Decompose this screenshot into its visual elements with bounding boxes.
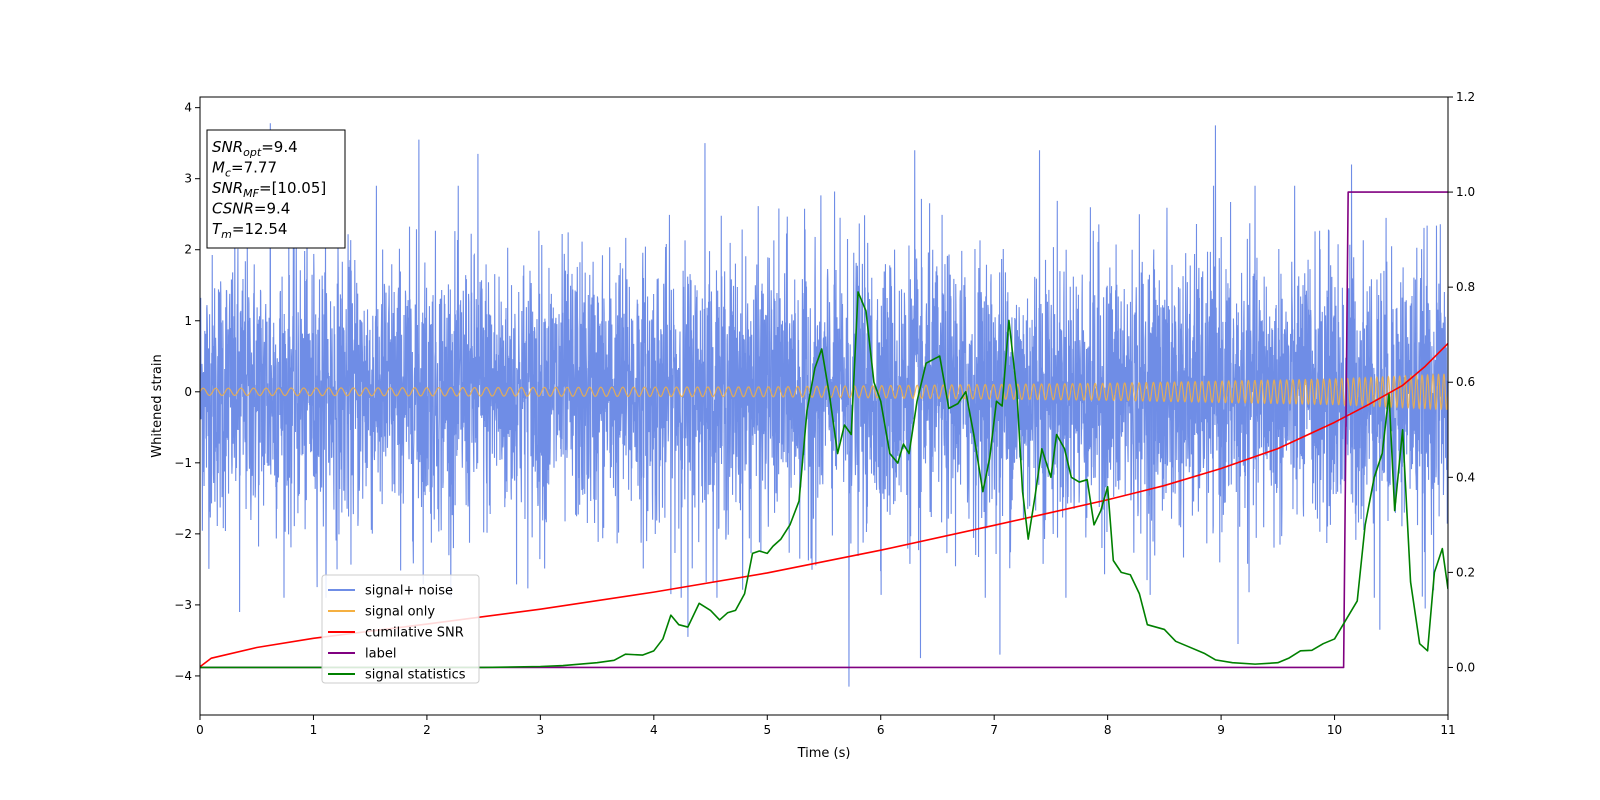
- y-axis-right: 0.0 0.2 0.4 0.6 0.8 1.0 1.2: [1448, 90, 1475, 674]
- y-axis-left: −4 −3 −2 −1 0 1 2 3 4: [174, 101, 200, 683]
- legend-label: label: [365, 647, 396, 662]
- y-left-tick-label: 3: [184, 172, 192, 186]
- legend: signal+ noise signal only cumilative SNR la…: [321, 574, 480, 684]
- x-tick-label: 8: [1104, 723, 1112, 737]
- x-tick-label: 11: [1440, 723, 1455, 737]
- y-right-tick-label: 1.0: [1456, 185, 1475, 199]
- legend-label: cumilative SNR: [365, 626, 464, 641]
- legend-label: signal only: [365, 605, 435, 620]
- y-right-tick-label: 0.2: [1456, 565, 1475, 579]
- series-label-line: [200, 191, 1448, 669]
- info-box-line: CSNR=9.4: [212, 200, 290, 218]
- x-tick-label: 5: [763, 723, 771, 737]
- info-box-frame: [206, 129, 346, 249]
- info-box-line: Mc=7.77: [212, 159, 277, 180]
- y-left-tick-label: 0: [184, 385, 192, 399]
- y-axis-title: Whitened strain: [150, 354, 165, 457]
- series-signal-statistics-line: [200, 291, 1448, 669]
- plot-frame: [199, 96, 1449, 716]
- info-box-line: Tm=12.54: [212, 220, 287, 241]
- y-left-tick-label: −4: [174, 669, 192, 683]
- series-signal-only-line: [200, 373, 1448, 411]
- x-tick-label: 0: [196, 723, 204, 737]
- x-axis: 0 1 2 3 4 5 6 7 8 9 10 11: [196, 715, 1456, 737]
- x-tick-label: 2: [423, 723, 431, 737]
- x-tick-label: 10: [1327, 723, 1342, 737]
- x-tick-label: 4: [650, 723, 658, 737]
- y-right-tick-label: 0.8: [1456, 280, 1475, 294]
- legend-frame: [321, 574, 480, 684]
- info-box-line: SNRMF=[10.05]: [212, 179, 326, 200]
- x-tick-label: 9: [1217, 723, 1225, 737]
- y-left-tick-label: −2: [174, 527, 192, 541]
- x-tick-label: 3: [537, 723, 545, 737]
- y-right-tick-label: 0.4: [1456, 470, 1475, 484]
- legend-label: signal statistics: [365, 668, 466, 683]
- legend-label: signal+ noise: [365, 584, 453, 599]
- x-tick-label: 6: [877, 723, 885, 737]
- x-axis-title: Time (s): [797, 746, 851, 761]
- y-left-tick-label: −1: [174, 456, 192, 470]
- x-tick-label: 1: [310, 723, 318, 737]
- y-right-tick-label: 1.2: [1456, 90, 1475, 104]
- info-box-line: SNRopt=9.4: [212, 138, 298, 159]
- y-left-tick-label: −3: [174, 598, 192, 612]
- y-left-tick-label: 1: [184, 314, 192, 328]
- x-tick-label: 7: [990, 723, 998, 737]
- y-right-tick-label: 0.6: [1456, 375, 1475, 389]
- y-right-tick-label: 0.0: [1456, 660, 1475, 674]
- y-left-tick-label: 2: [184, 243, 192, 257]
- y-left-tick-label: 4: [184, 101, 192, 115]
